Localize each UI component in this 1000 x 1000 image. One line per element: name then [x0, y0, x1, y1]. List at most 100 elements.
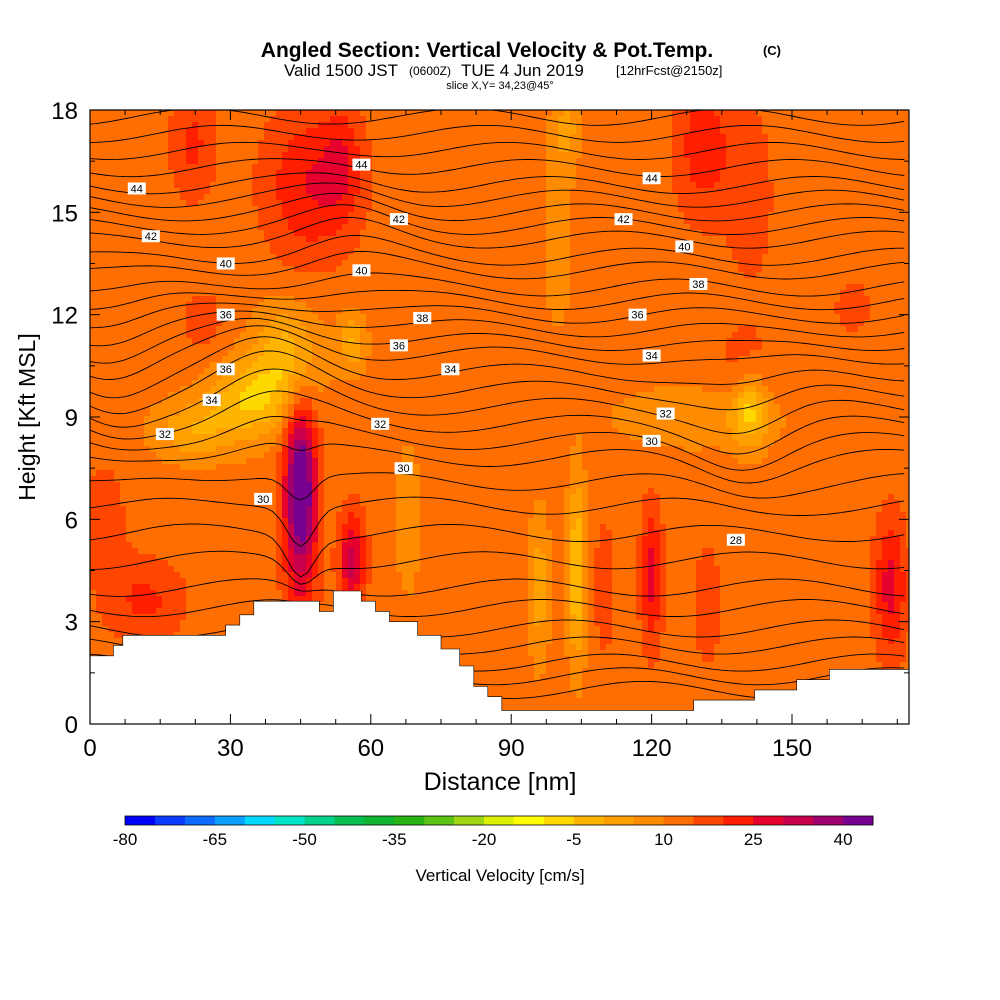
velocity-cell — [120, 512, 127, 519]
velocity-cell — [180, 200, 187, 207]
velocity-cell — [180, 608, 187, 615]
velocity-cell — [330, 260, 337, 267]
velocity-cell — [162, 266, 169, 273]
velocity-cell — [144, 572, 151, 579]
velocity-cell — [306, 398, 313, 405]
velocity-cell — [150, 464, 157, 471]
velocity-cell — [300, 416, 307, 423]
velocity-cell — [180, 422, 187, 429]
velocity-cell — [144, 374, 151, 381]
velocity-cell — [222, 596, 229, 603]
velocity-cell — [306, 374, 313, 381]
velocity-cell — [252, 548, 259, 555]
velocity-cell — [336, 116, 343, 123]
velocity-cell — [90, 290, 97, 297]
velocity-cell — [348, 392, 355, 399]
velocity-cell — [336, 440, 343, 447]
velocity-cell — [372, 440, 379, 447]
velocity-cell — [234, 254, 241, 261]
velocity-cell — [120, 614, 127, 621]
velocity-cell — [366, 176, 373, 183]
velocity-cell — [288, 542, 295, 549]
velocity-cell — [354, 320, 361, 327]
velocity-cell — [180, 410, 187, 417]
velocity-cell — [156, 188, 163, 195]
velocity-cell — [288, 506, 295, 513]
velocity-cell — [108, 512, 115, 519]
velocity-cell — [150, 404, 157, 411]
velocity-cell — [138, 296, 145, 303]
velocity-cell — [348, 482, 355, 489]
velocity-cell — [120, 152, 127, 159]
velocity-cell — [378, 314, 385, 321]
velocity-cell — [204, 332, 211, 339]
velocity-cell — [138, 464, 145, 471]
velocity-cell — [306, 338, 313, 345]
velocity-cell — [192, 416, 199, 423]
velocity-cell — [366, 386, 373, 393]
velocity-cell — [90, 308, 97, 315]
velocity-cell — [294, 434, 301, 441]
velocity-cell — [318, 254, 325, 261]
velocity-cell — [276, 164, 283, 171]
velocity-cell — [318, 194, 325, 201]
velocity-cell — [216, 158, 223, 165]
velocity-cell — [168, 584, 175, 591]
velocity-cell — [312, 116, 319, 123]
velocity-cell — [162, 572, 169, 579]
velocity-cell — [330, 476, 337, 483]
velocity-cell — [246, 152, 253, 159]
velocity-cell — [168, 512, 175, 519]
velocity-cell — [378, 320, 385, 327]
velocity-cell — [204, 122, 211, 129]
velocity-cell — [198, 482, 205, 489]
velocity-cell — [354, 548, 361, 555]
velocity-cell — [366, 464, 373, 471]
velocity-cell — [342, 152, 349, 159]
velocity-cell — [192, 392, 199, 399]
velocity-cell — [192, 242, 199, 249]
velocity-cell — [102, 164, 109, 171]
velocity-cell — [366, 452, 373, 459]
velocity-cell — [300, 458, 307, 465]
velocity-cell — [246, 260, 253, 267]
velocity-cell — [204, 542, 211, 549]
velocity-cell — [174, 206, 181, 213]
velocity-cell — [210, 356, 217, 363]
velocity-cell — [192, 236, 199, 243]
velocity-cell — [150, 620, 157, 627]
velocity-cell — [240, 560, 247, 567]
velocity-cell — [198, 278, 205, 285]
velocity-cell — [312, 416, 319, 423]
velocity-cell — [288, 338, 295, 345]
velocity-cell — [138, 308, 145, 315]
velocity-cell — [120, 578, 127, 585]
velocity-cell — [300, 332, 307, 339]
velocity-cell — [96, 362, 103, 369]
velocity-cell — [264, 404, 271, 411]
velocity-cell — [198, 380, 205, 387]
velocity-cell — [192, 182, 199, 189]
velocity-cell — [300, 338, 307, 345]
velocity-cell — [246, 494, 253, 501]
velocity-cell — [156, 194, 163, 201]
velocity-cell — [96, 620, 103, 627]
velocity-cell — [270, 224, 277, 231]
velocity-cell — [282, 182, 289, 189]
velocity-cell — [240, 296, 247, 303]
velocity-cell — [174, 416, 181, 423]
velocity-cell — [312, 548, 319, 555]
velocity-cell — [288, 134, 295, 141]
velocity-cell — [354, 368, 361, 375]
velocity-cell — [144, 206, 151, 213]
velocity-cell — [336, 164, 343, 171]
velocity-cell — [330, 200, 337, 207]
velocity-cell — [96, 650, 103, 657]
velocity-cell — [222, 356, 229, 363]
velocity-cell — [150, 278, 157, 285]
velocity-cell — [282, 386, 289, 393]
velocity-cell — [192, 140, 199, 147]
velocity-cell — [318, 332, 325, 339]
velocity-cell — [204, 314, 211, 321]
velocity-cell — [144, 254, 151, 261]
